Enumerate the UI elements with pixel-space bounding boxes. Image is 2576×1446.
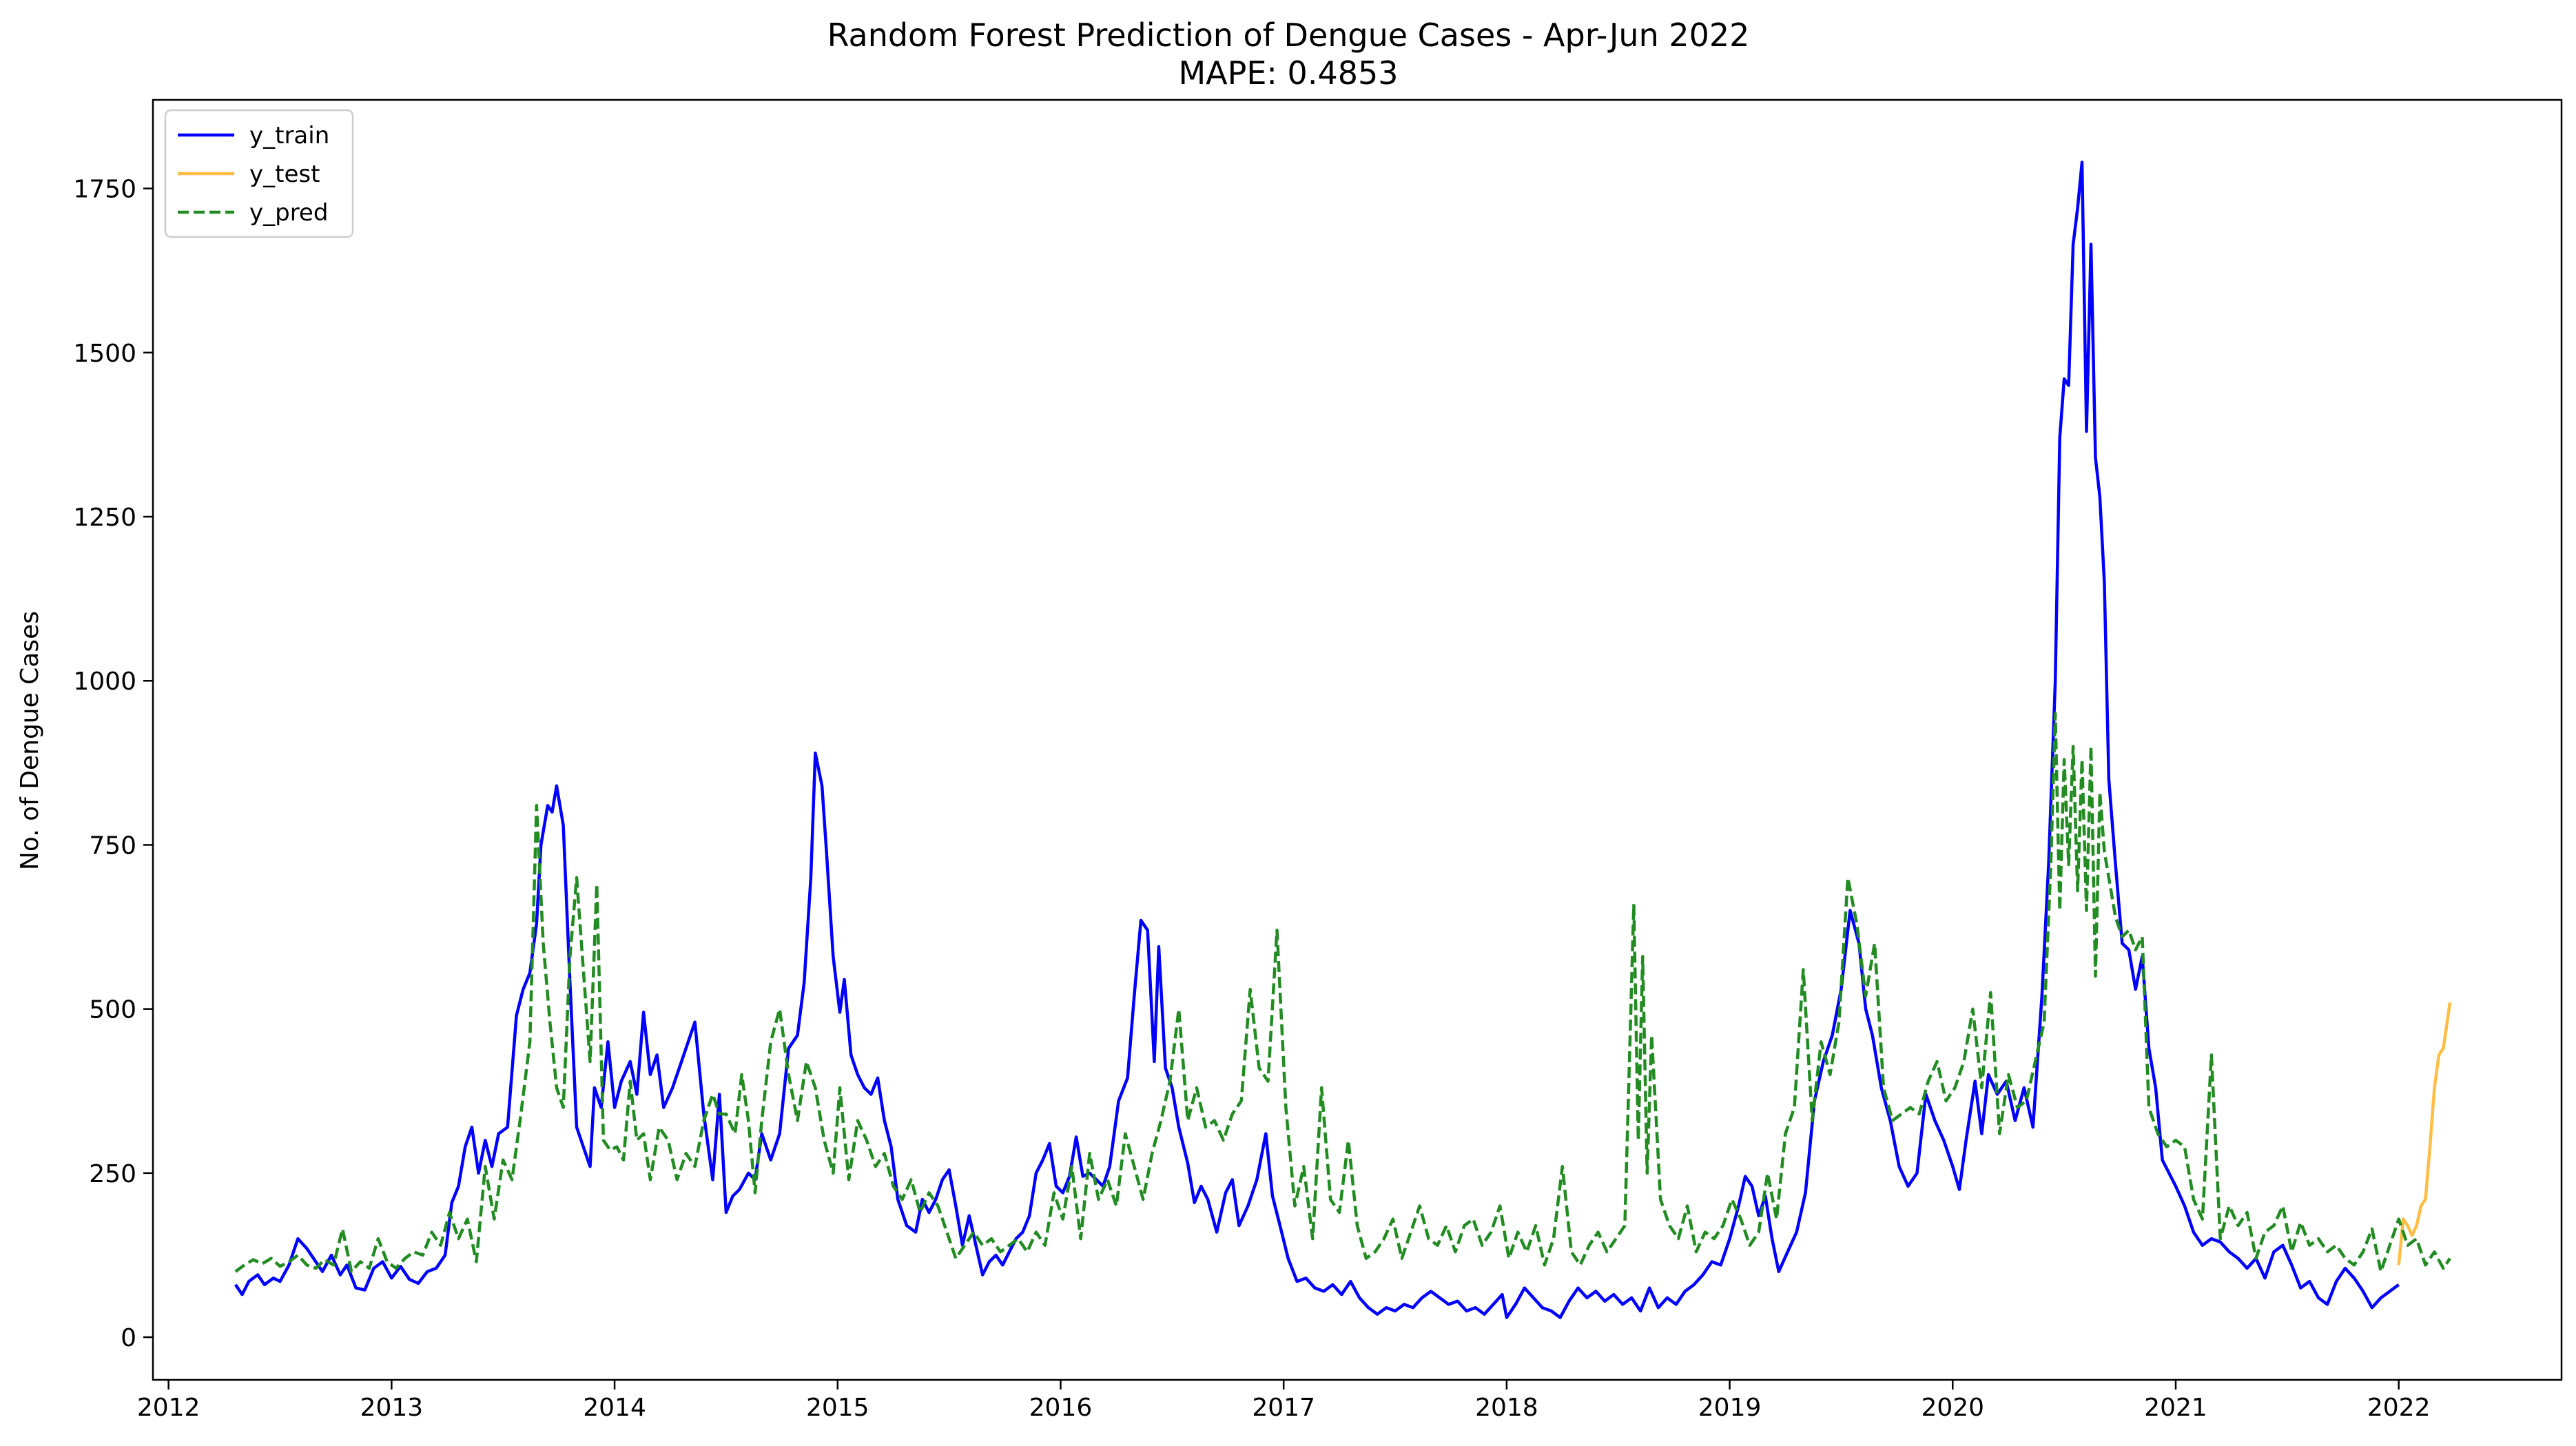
x-tick-label: 2016: [1029, 1394, 1093, 1422]
legend: y_train y_test y_pred: [164, 109, 354, 238]
y-tick-label: 1250: [73, 504, 136, 532]
x-tick-label: 2020: [1921, 1394, 1984, 1422]
series-line-y-pred: [234, 712, 2451, 1274]
y-tick-label: 750: [89, 832, 136, 860]
legend-label-y-train: y_train: [249, 122, 329, 149]
legend-box: [164, 109, 354, 238]
y-tick-label: 1750: [73, 176, 136, 204]
plot-frame: [152, 99, 2563, 1381]
series-line-y-train: [234, 161, 2400, 1319]
legend-label-y-pred: y_pred: [249, 199, 328, 227]
x-tick-label: 2019: [1698, 1394, 1762, 1422]
x-tick-label: 2022: [2367, 1394, 2431, 1422]
x-tick-label: 2014: [583, 1394, 646, 1422]
chart-subtitle: MAPE: 0.4853: [1178, 54, 1398, 92]
axis-ticks: 2012 2013 2014 2015 2016 2017 2018 2019 2020 2021…: [73, 176, 2430, 1422]
x-tick-label: 2021: [2144, 1394, 2207, 1422]
chart-title: Random Forest Prediction of Dengue Cases…: [827, 17, 1750, 54]
legend-label-y-test: y_test: [249, 161, 320, 188]
x-tick-label: 2013: [360, 1394, 424, 1422]
y-tick-label: 0: [121, 1324, 136, 1352]
y-tick-label: 1500: [73, 340, 136, 368]
y-tick-label: 1000: [73, 668, 136, 696]
series-line-y-test: [2397, 1002, 2452, 1266]
y-tick-label: 250: [89, 1160, 136, 1188]
x-tick-label: 2017: [1252, 1394, 1315, 1422]
plot-area: [152, 99, 2563, 1381]
y-tick-label: 500: [89, 996, 136, 1024]
y-axis-label: No. of Dengue Cases: [16, 611, 44, 870]
x-tick-label: 2018: [1475, 1394, 1538, 1422]
x-tick-label: 2015: [806, 1394, 869, 1422]
x-tick-label: 2012: [137, 1394, 200, 1422]
